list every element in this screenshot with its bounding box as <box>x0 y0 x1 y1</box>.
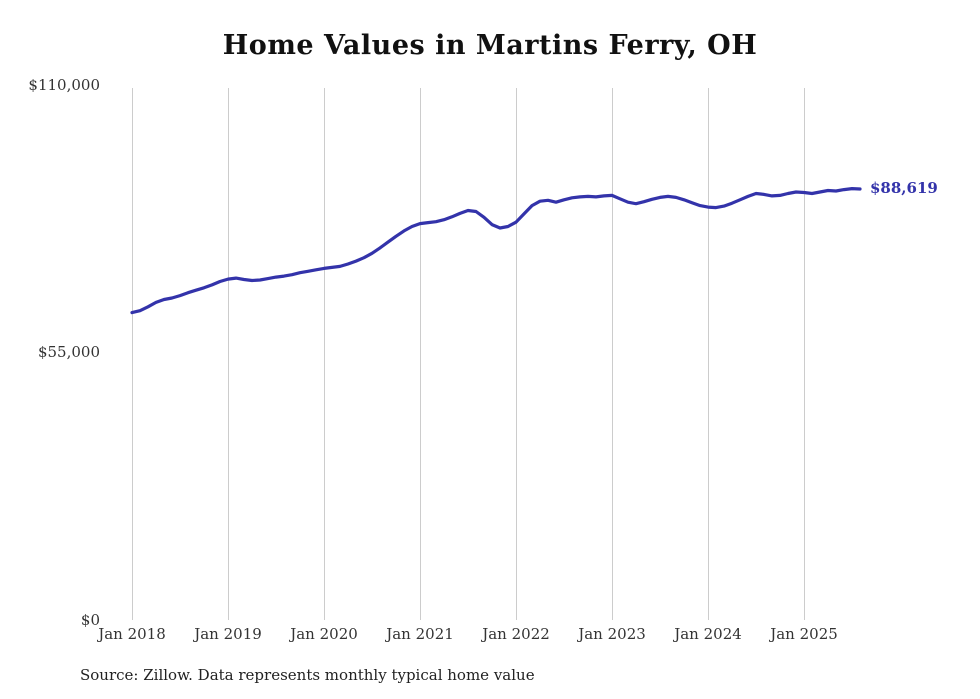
source-note: Source: Zillow. Data represents monthly … <box>80 666 535 684</box>
x-axis-tick-label: Jan 2024 <box>674 625 742 643</box>
chart-title: Home Values in Martins Ferry, OH <box>222 30 758 61</box>
x-axis-tick-label: Jan 2019 <box>194 625 262 643</box>
gridline-jan-2019 <box>228 88 229 620</box>
x-axis-tick-label: Jan 2022 <box>482 625 550 643</box>
x-axis-tick-label: Jan 2018 <box>98 625 166 643</box>
value-line <box>130 187 862 315</box>
gridline-jan-2023 <box>612 88 613 620</box>
y-axis-tick-label: $55,000 <box>37 343 100 361</box>
latest-value-label: $88,619 <box>870 179 938 197</box>
x-axis-tick-label: Jan 2025 <box>770 625 838 643</box>
gridline-jan-2024 <box>708 88 709 620</box>
gridline-jan-2025 <box>804 88 805 620</box>
y-axis-tick-label: $110,000 <box>28 76 100 94</box>
gridline-jan-2018 <box>132 88 133 620</box>
y-axis-tick-label: $0 <box>80 611 100 629</box>
gridline-jan-2022 <box>516 88 517 620</box>
x-axis-tick-label: Jan 2023 <box>578 625 646 643</box>
gridline-jan-2021 <box>420 88 421 620</box>
gridline-jan-2020 <box>324 88 325 620</box>
x-axis-tick-label: Jan 2020 <box>290 625 358 643</box>
x-axis-tick-label: Jan 2021 <box>386 625 454 643</box>
